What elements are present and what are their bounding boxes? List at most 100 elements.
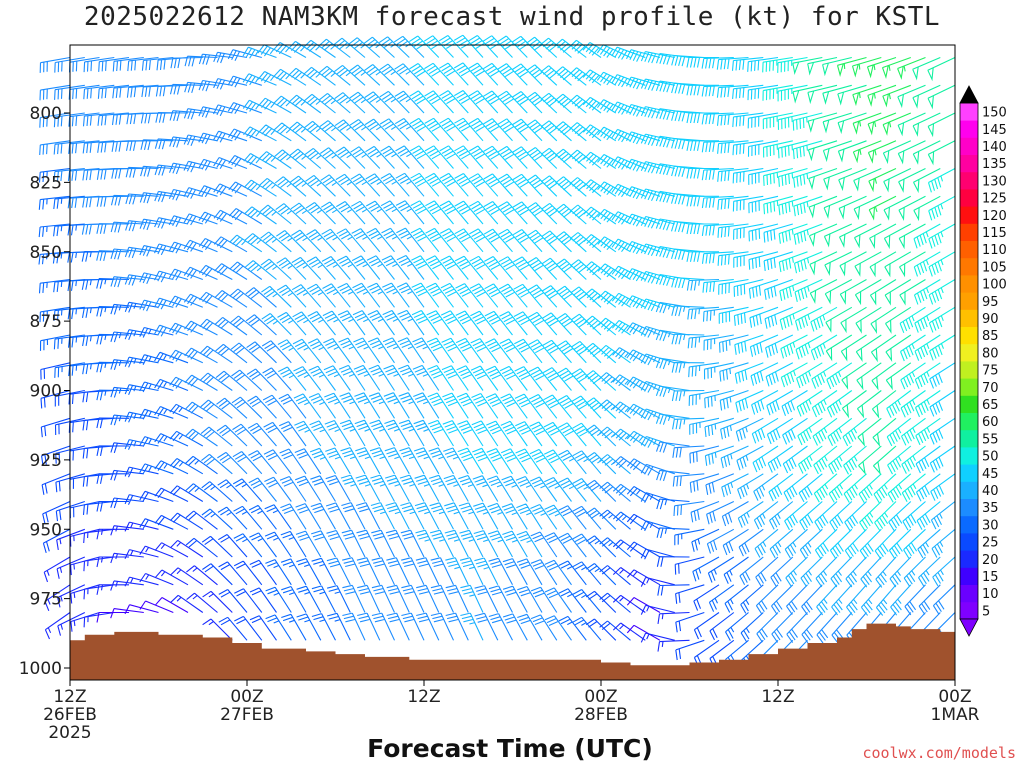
wind-barb (778, 251, 808, 273)
wind-barb (671, 333, 705, 345)
wind-barb (296, 558, 322, 586)
wind-barb (611, 320, 646, 336)
wind-barb (738, 528, 764, 557)
wind-barb (154, 243, 189, 256)
wind-barb (502, 613, 528, 641)
wind-barb (753, 501, 779, 530)
wind-barb (928, 223, 956, 249)
wind-barb (401, 584, 425, 613)
wind-barb (488, 585, 513, 613)
wind-barb (859, 501, 882, 532)
wind-barb (336, 255, 366, 280)
wind-barb (443, 474, 469, 502)
wind-barb (875, 556, 897, 588)
wind-barb (319, 147, 351, 169)
wind-barb (512, 173, 543, 197)
wind-barb (717, 251, 749, 266)
colorbar-label: 125 (982, 192, 1007, 207)
wind-barb (324, 392, 351, 419)
wind-barb (425, 255, 454, 280)
wind-barb (40, 417, 71, 438)
wind-barb (227, 49, 262, 61)
wind-barb (428, 419, 454, 447)
wind-barb (396, 255, 425, 280)
wind-barb (747, 140, 779, 157)
wind-barb (394, 90, 425, 114)
wind-barb (771, 612, 794, 643)
wind-barb (468, 90, 499, 114)
wind-barb (513, 311, 543, 336)
wind-barb (598, 372, 631, 391)
wind-barb (273, 122, 307, 142)
wind-barb (216, 397, 248, 419)
wind-barb (799, 501, 823, 531)
wind-barb (110, 194, 144, 206)
wind-barb (276, 257, 307, 280)
wind-barb (110, 248, 144, 260)
wind-barb (543, 421, 572, 447)
colorbar-label: 10 (982, 587, 999, 602)
wind-barb (778, 195, 808, 216)
colorbar-label: 5 (982, 604, 990, 619)
wind-barb (325, 447, 351, 475)
wind-barb (822, 140, 852, 163)
wind-barb (611, 101, 646, 115)
wind-barb (355, 447, 381, 475)
wind-barb (823, 167, 852, 191)
wind-barb (900, 362, 926, 390)
wind-barb (929, 334, 956, 361)
wind-barb (357, 612, 381, 641)
wind-barb (828, 445, 853, 475)
wind-barb (716, 56, 749, 70)
wind-barb (795, 334, 823, 360)
wind-barb (718, 334, 749, 353)
wind-barb (198, 79, 233, 92)
wind-barb (262, 367, 292, 391)
wind-barb (265, 559, 292, 586)
wind-barb (216, 424, 248, 447)
wind-barb (807, 84, 838, 105)
wind-barb (474, 557, 499, 586)
wind-barb (716, 112, 749, 126)
wind-barb (214, 316, 248, 336)
wind-barb (295, 475, 322, 502)
wind-barb (751, 390, 779, 415)
wind-barb (213, 236, 248, 253)
wind-barb (185, 455, 218, 475)
wind-barb (828, 473, 853, 503)
x-tick-label: 00Z (938, 687, 971, 707)
wind-barb (583, 234, 617, 253)
wind-barb (244, 206, 277, 225)
wind-barb (352, 310, 381, 336)
wind-barb (468, 117, 499, 142)
wind-barb (230, 342, 263, 364)
wind-barb (912, 112, 941, 137)
wind-barb (277, 311, 307, 336)
wind-barb (295, 503, 322, 530)
wind-barb (168, 241, 203, 254)
wind-barb (674, 528, 705, 546)
wind-barb (750, 362, 779, 386)
wind-barb (927, 112, 956, 138)
wind-barb (655, 413, 690, 425)
colorbar-label: 50 (982, 450, 999, 465)
wind-barb (501, 503, 528, 530)
wind-barb (139, 463, 174, 475)
wind-barb (748, 167, 779, 185)
wind-barb (229, 261, 263, 280)
wind-barb (183, 187, 218, 199)
wind-barb (870, 306, 897, 334)
wind-barb (885, 362, 912, 391)
wind-barb (485, 393, 513, 419)
wind-barb (428, 447, 454, 475)
wind-barb (56, 556, 86, 579)
wind-barb (82, 112, 115, 127)
wind-barb (558, 532, 587, 558)
wind-barb (324, 419, 351, 447)
wind-barb (413, 419, 440, 447)
wind-barb (881, 56, 911, 80)
wind-barb (626, 349, 661, 364)
wind-barb (440, 255, 469, 280)
wind-barb (526, 64, 558, 86)
wind-barb (903, 556, 926, 587)
